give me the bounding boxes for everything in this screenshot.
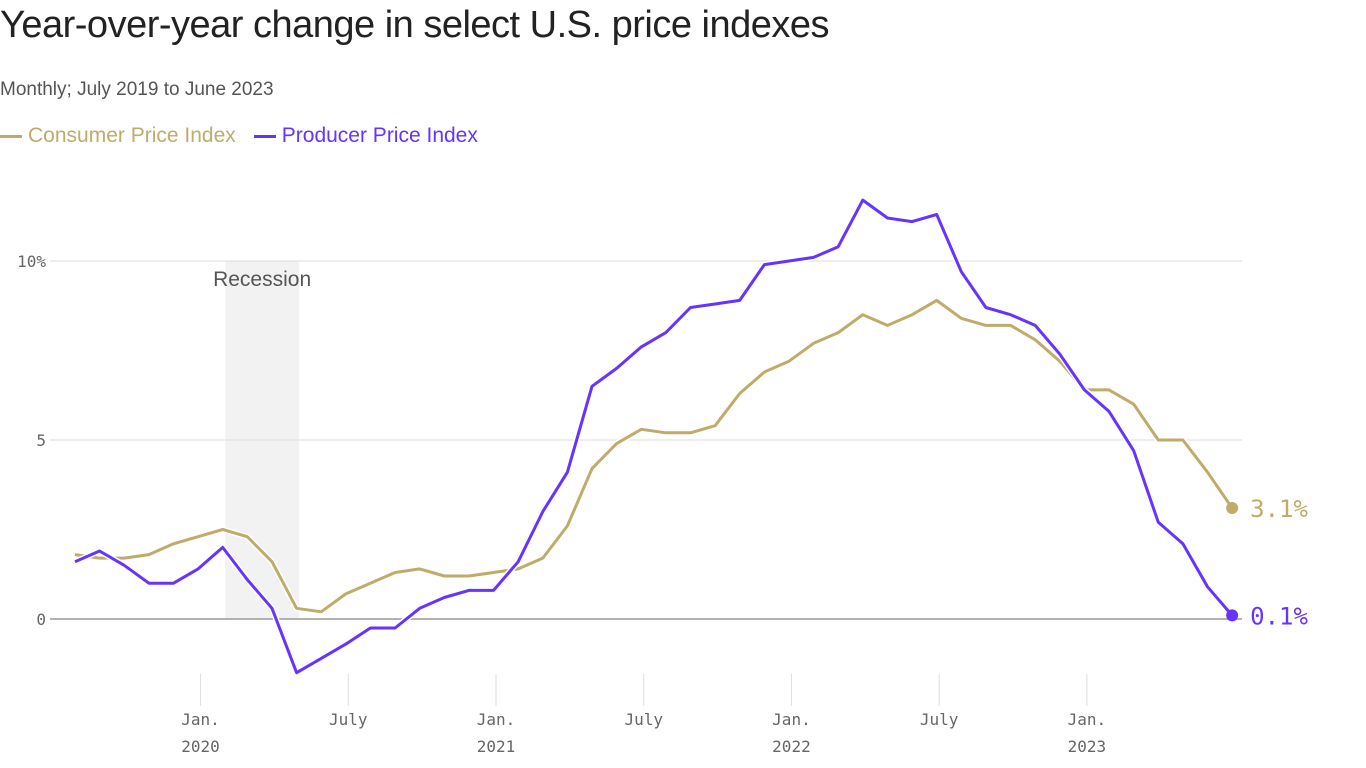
- end-marker-cpi: [1226, 502, 1239, 515]
- end-label-cpi: 3.1%: [1250, 495, 1308, 523]
- series-line-cpi: [74, 298, 1234, 614]
- series-line-ppi: [74, 198, 1234, 675]
- x-tick-year: 2020: [181, 737, 220, 756]
- recession-label: Recession: [213, 268, 311, 291]
- y-tick-label: 0: [36, 610, 46, 629]
- legend-swatch-cpi: [0, 134, 22, 138]
- y-tick-label: 5: [36, 431, 46, 450]
- legend-label-ppi: Producer Price Index: [281, 124, 478, 147]
- x-tick-year: 2022: [772, 737, 811, 756]
- end-label-ppi: 0.1%: [1250, 602, 1308, 630]
- x-tick-label: July: [624, 710, 663, 729]
- x-tick-year: 2021: [477, 737, 516, 756]
- chart-title: Year-over-year change in select U.S. pri…: [0, 4, 830, 46]
- end-marker-ppi: [1226, 609, 1239, 622]
- legend-swatch-ppi: [253, 134, 276, 138]
- legend-label-cpi: Consumer Price Index: [28, 124, 236, 147]
- x-tick-label: Jan.: [772, 710, 811, 729]
- legend: Consumer Price Index Producer Price Inde…: [0, 124, 478, 148]
- x-tick-year: 2023: [1068, 737, 1107, 756]
- x-tick-label: July: [920, 710, 959, 729]
- y-tick-label: 10%: [17, 252, 46, 271]
- x-tick-label: Jan.: [181, 710, 220, 729]
- chart-subtitle: Monthly; July 2019 to June 2023: [0, 79, 274, 100]
- x-tick-label: Jan.: [477, 710, 516, 729]
- x-tick-label: Jan.: [1068, 710, 1107, 729]
- x-tick-label: July: [329, 710, 368, 729]
- legend-item-ppi: Producer Price Index: [253, 124, 478, 148]
- legend-item-cpi: Consumer Price Index: [0, 124, 236, 148]
